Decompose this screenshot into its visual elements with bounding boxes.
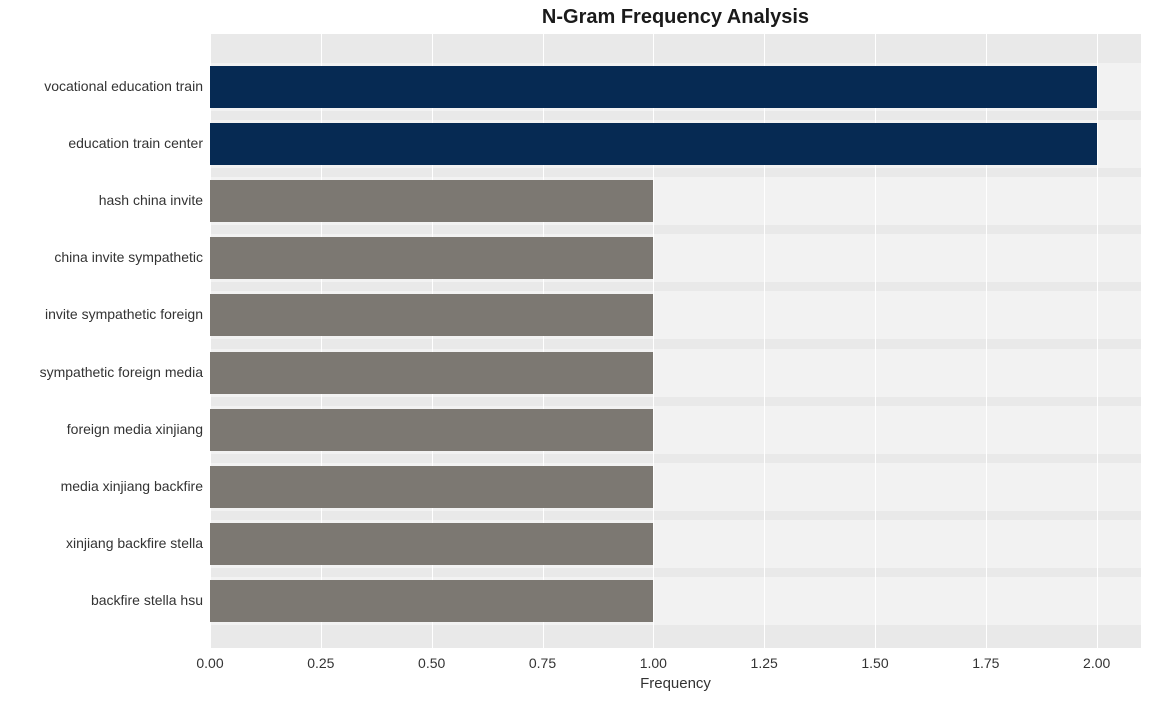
x-tick-label: 1.75	[972, 655, 999, 671]
bar	[210, 409, 653, 451]
x-tick-label: 2.00	[1083, 655, 1110, 671]
grid-band	[210, 625, 1141, 648]
grid-band	[210, 454, 1141, 463]
y-tick-label: china invite sympathetic	[8, 249, 203, 265]
x-tick-label: 0.50	[418, 655, 445, 671]
grid-band	[210, 168, 1141, 177]
chart-title: N-Gram Frequency Analysis	[210, 6, 1141, 29]
grid-band	[210, 111, 1141, 120]
bar	[210, 180, 653, 222]
y-tick-label: backfire stella hsu	[8, 592, 203, 608]
x-tick-label: 1.50	[861, 655, 888, 671]
x-tick-label: 0.00	[196, 655, 223, 671]
x-tick-label: 0.75	[529, 655, 556, 671]
grid-band	[210, 568, 1141, 577]
y-tick-label: invite sympathetic foreign	[8, 306, 203, 322]
x-grid-line	[1097, 34, 1098, 648]
y-tick-label: media xinjiang backfire	[8, 478, 203, 494]
bar	[210, 123, 1097, 165]
x-axis-title: Frequency	[210, 675, 1141, 692]
bar	[210, 237, 653, 279]
plot-area	[210, 34, 1141, 648]
bar	[210, 523, 653, 565]
x-tick-label: 0.25	[307, 655, 334, 671]
chart-container: N-Gram Frequency Analysis Frequency 0.00…	[0, 0, 1149, 701]
y-tick-label: education train center	[8, 135, 203, 151]
grid-band	[210, 511, 1141, 520]
bar	[210, 294, 653, 336]
y-tick-label: xinjiang backfire stella	[8, 535, 203, 551]
grid-band	[210, 34, 1141, 63]
grid-band	[210, 282, 1141, 291]
y-tick-label: sympathetic foreign media	[8, 364, 203, 380]
grid-band	[210, 225, 1141, 234]
x-tick-label: 1.00	[640, 655, 667, 671]
bar	[210, 352, 653, 394]
grid-band	[210, 339, 1141, 348]
x-tick-label: 1.25	[751, 655, 778, 671]
bar	[210, 580, 653, 622]
y-tick-label: foreign media xinjiang	[8, 421, 203, 437]
y-tick-label: hash china invite	[8, 192, 203, 208]
bar	[210, 466, 653, 508]
y-tick-label: vocational education train	[8, 78, 203, 94]
bar	[210, 66, 1097, 108]
grid-band	[210, 397, 1141, 406]
